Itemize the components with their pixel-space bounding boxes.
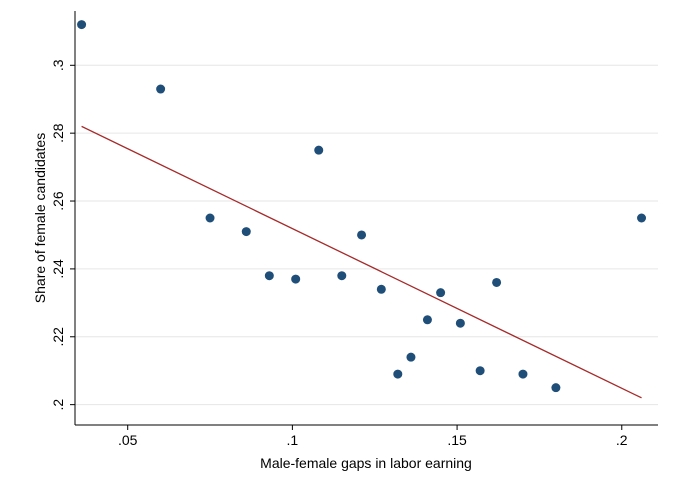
- scatter-point: [264, 271, 274, 281]
- scatter-point: [518, 369, 528, 379]
- scatter-point: [551, 383, 561, 393]
- y-tick-label: .28: [50, 123, 66, 143]
- data-points: [77, 20, 647, 393]
- y-tick-label: .22: [50, 327, 66, 347]
- y-tick-label: .26: [50, 191, 66, 211]
- x-tick-label: .15: [447, 432, 467, 448]
- scatter-point: [77, 20, 87, 30]
- y-axis-label: Share of female candidates: [32, 133, 48, 303]
- fit-line-group: [81, 125, 642, 399]
- scatter-point: [357, 230, 367, 240]
- x-tick-label: .05: [118, 432, 138, 448]
- x-axis-ticks: .05 .1 .15 .2: [118, 425, 628, 448]
- x-tick-label: .1: [287, 432, 299, 448]
- x-tick-label: .2: [616, 432, 628, 448]
- y-tick-label: .2: [50, 399, 66, 411]
- y-tick-label: .3: [50, 59, 66, 71]
- scatter-point: [376, 284, 386, 294]
- scatter-point: [637, 213, 647, 223]
- plot-area: [75, 11, 658, 425]
- scatter-point: [291, 274, 301, 284]
- scatter-point: [241, 227, 251, 237]
- scatter-point: [393, 369, 403, 379]
- y-axis-ticks: .2 .22 .24 .26 .28 .3: [50, 59, 75, 410]
- scatter-point: [406, 352, 416, 362]
- scatter-point: [436, 288, 446, 298]
- scatter-point: [205, 213, 215, 223]
- gridlines: [75, 64, 658, 406]
- scatter-point: [422, 315, 432, 325]
- scatter-point: [314, 145, 324, 155]
- scatter-point: [156, 84, 166, 94]
- scatter-point: [455, 318, 465, 328]
- scatter-point: [475, 366, 485, 376]
- x-axis-label: Male-female gaps in labor earning: [260, 455, 472, 471]
- fitted-line: [81, 125, 642, 399]
- scatter-point: [337, 271, 347, 281]
- scatter-point: [492, 277, 502, 287]
- y-tick-label: .24: [50, 259, 66, 279]
